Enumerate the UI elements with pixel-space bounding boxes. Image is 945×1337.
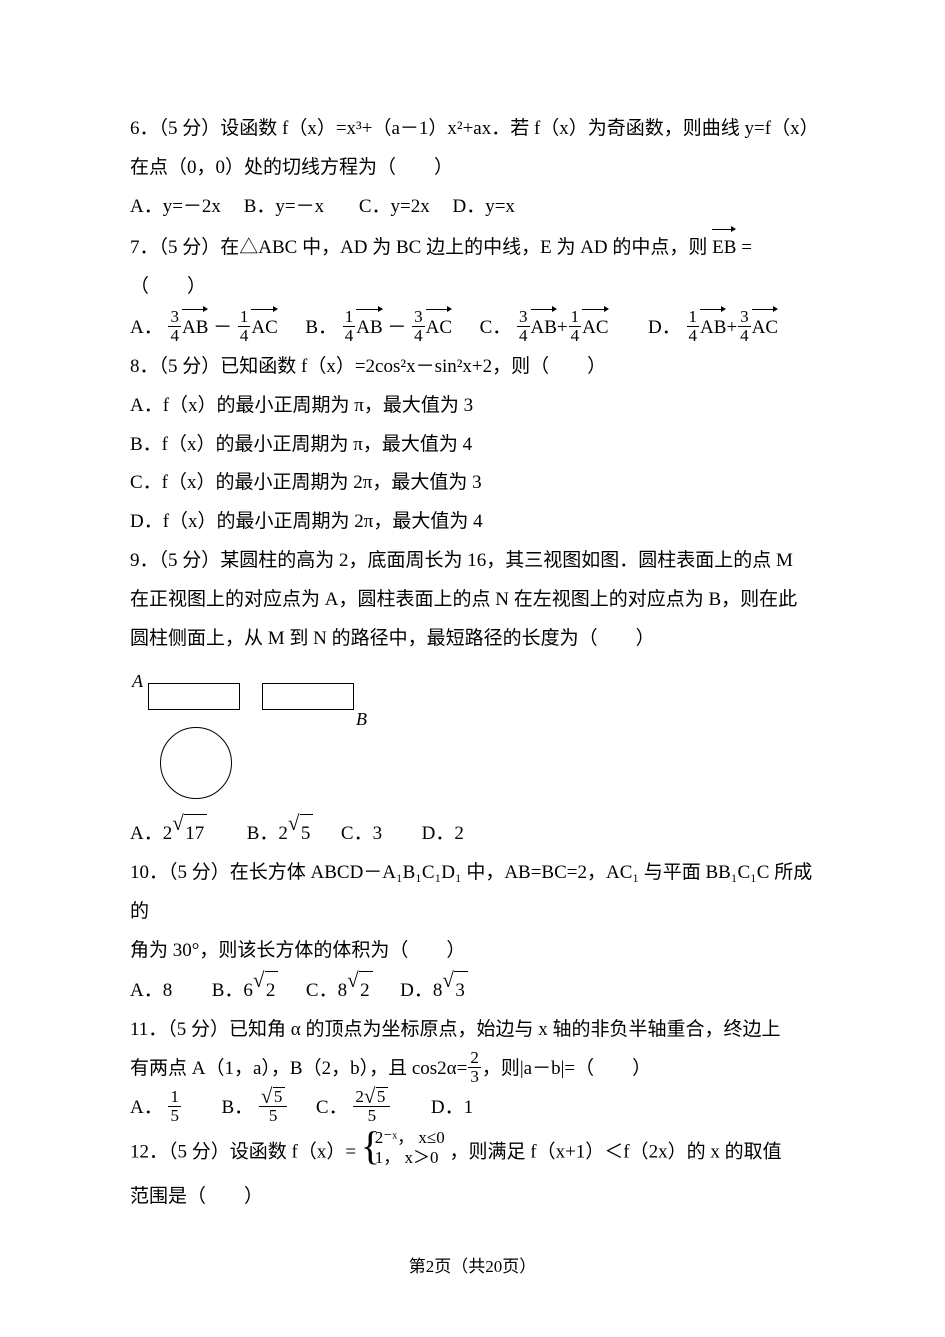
q10-line1: 10．（5 分）在长方体 ABCD－A₁B₁C₁D₁ 中，AB=BC=2，AC₁… [130, 854, 815, 932]
q12-brace-icon: { [361, 1126, 380, 1166]
q7-b-vec-ac: AC [426, 307, 452, 348]
q7-stem-a: 7．（5 分）在△ABC 中，AD 为 BC 边上的中线，E 为 AD 的中点，… [130, 237, 707, 258]
q11-opt-c-sqrt: 5 [364, 1087, 389, 1106]
q9-opt-a-sqrt: 17 [172, 814, 207, 854]
q11-opt-b-sqrt: 5 [261, 1087, 286, 1106]
q11-opt-a-label: A． [130, 1097, 163, 1118]
q8-stem: 8．（5 分）已知函数 f（x）=2cos²x－sin²x+2，则（ ） [130, 348, 815, 387]
q11-opt-b-label: B． [221, 1097, 253, 1118]
q9-line1: 9．（5 分）某圆柱的高为 2，底面周长为 16，其三视图如图．圆柱表面上的点 … [130, 542, 815, 581]
q11-line2: 有两点 A（1，a），B（2，b），且 cos2α=23，则|a－b|=（ ） [130, 1050, 815, 1089]
q8-opt-b: B．f（x）的最小正周期为 π，最大值为 4 [130, 426, 815, 465]
q10-line2: 角为 30°，则该长方体的体积为（ ） [130, 932, 815, 971]
q7-opt-a-label: A． [130, 317, 163, 338]
q12-piece-row1: 2⁻ˣ， x≤0 [375, 1128, 445, 1148]
q12-post: ，则满足 f（x+1）＜f（2x）的 x 的取值 [450, 1141, 782, 1162]
q7-options: A． 34AB － 14AC B． 14AB － 34AC C． 34AB+14… [130, 307, 815, 348]
q6-opt-b: B．y=－x [244, 196, 324, 217]
q7-d-frac1: 14 [687, 308, 700, 345]
q12-piecewise: { 2⁻ˣ， x≤0 1， x＞0 [361, 1128, 445, 1178]
q9-top-view-circle [160, 727, 232, 799]
q11-opt-d: D．1 [431, 1097, 473, 1118]
q11-line2a: 有两点 A（1，a），B（2，b），且 cos2α= [130, 1058, 467, 1079]
q6-opt-a: A．y=－2x [130, 196, 221, 217]
q7-c-vec-ab: AB [531, 307, 557, 348]
q8-opt-a: A．f（x）的最小正周期为 π，最大值为 3 [130, 387, 815, 426]
q11-options: A． 15 B． 55 C． 255 D．1 [130, 1089, 815, 1128]
q7-c-plus: + [557, 317, 568, 338]
q10-opt-c-sqrt: 2 [347, 971, 373, 1011]
q10-opt-b-sqrt: 2 [253, 971, 279, 1011]
q7-d-frac2: 34 [738, 308, 751, 345]
q9-fig-label-a: A [132, 663, 143, 700]
q11-line1: 11．（5 分）已知角 α 的顶点为坐标原点，始边与 x 轴的非负半轴重合，终边… [130, 1011, 815, 1050]
q7-b-vec-ab: AB [356, 307, 382, 348]
q12-pre: 12．（5 分）设函数 f（x）= [130, 1141, 356, 1162]
q7-b-minus: － [387, 317, 406, 338]
q12-line1: 12．（5 分）设函数 f（x）= { 2⁻ˣ， x≤0 1， x＞0 ，则满足… [130, 1128, 815, 1178]
q11-cos2a-frac: 23 [468, 1049, 481, 1086]
q10-opt-a: A．8 [130, 980, 172, 1001]
q11-opt-c-label: C． [316, 1097, 348, 1118]
q9-options: A．217 B．25 C．3 D．2 [130, 814, 815, 854]
q10-opt-b-pre: B．6 [212, 980, 253, 1001]
q9-line3: 圆柱侧面上，从 M 到 N 的路径中，最短路径的长度为（ ） [130, 620, 815, 659]
q8-opt-d: D．f（x）的最小正周期为 2π，最大值为 4 [130, 503, 815, 542]
q11-line2b: ，则|a－b|=（ ） [482, 1058, 651, 1079]
q7-a-minus: － [213, 317, 232, 338]
q9-opt-c: C．3 [341, 823, 382, 844]
q9-opt-d: D．2 [422, 823, 464, 844]
q6-opt-c: C．y=2x [359, 196, 430, 217]
q11-opt-b-frac: 55 [259, 1087, 288, 1125]
q9-three-view-figure: A B [132, 665, 392, 810]
q9-opt-b-sqrt: 5 [288, 814, 314, 854]
q6-options: A．y=－2x B．y=－x C．y=2x D．y=x [130, 188, 815, 227]
q8-opt-c: C．f（x）的最小正周期为 2π，最大值为 3 [130, 464, 815, 503]
q10-opt-c-pre: C．8 [306, 980, 347, 1001]
q9-side-view-rect [262, 683, 354, 710]
q12-line2: 范围是（ ） [130, 1178, 815, 1217]
q10-opt-d-pre: D．8 [400, 980, 442, 1001]
q7-a-frac1: 34 [168, 308, 181, 345]
q10-opt-d-sqrt: 3 [442, 971, 468, 1011]
q6-opt-d: D．y=x [452, 196, 514, 217]
q6-line2: 在点（0，0）处的切线方程为（ ） [130, 149, 815, 188]
q11-opt-a-frac: 15 [168, 1088, 181, 1125]
q7-d-plus: + [726, 317, 737, 338]
page-footer: 第2页（共20页） [0, 1250, 945, 1285]
q10-options: A．8 B．62 C．82 D．83 [130, 971, 815, 1011]
q7-d-vec-ab: AB [700, 307, 726, 348]
q7-opt-b-label: B． [305, 317, 337, 338]
q9-front-view-rect [148, 683, 240, 710]
q7-a-frac2: 14 [238, 308, 251, 345]
exam-page: 6．（5 分）设函数 f（x）=x³+（a－1）x²+ax．若 f（x）为奇函数… [0, 0, 945, 1337]
q12-piece-row2: 1， x＞0 [375, 1148, 445, 1168]
q7-vec-eb: EB [712, 227, 736, 268]
q7-stem: 7．（5 分）在△ABC 中，AD 为 BC 边上的中线，E 为 AD 的中点，… [130, 227, 815, 307]
q7-opt-d-label: D． [648, 317, 681, 338]
q7-opt-c-label: C． [480, 317, 512, 338]
q7-d-vec-ac: AC [752, 307, 778, 348]
q7-c-frac2: 14 [569, 308, 582, 345]
q7-c-frac1: 34 [517, 308, 530, 345]
q7-b-frac2: 34 [412, 308, 425, 345]
q7-c-vec-ac: AC [582, 307, 608, 348]
q7-a-vec-ab: AB [182, 307, 208, 348]
q9-opt-b-pre: B．2 [247, 823, 288, 844]
q9-line2: 在正视图上的对应点为 A，圆柱表面上的点 N 在左视图上的对应点为 B，则在此 [130, 581, 815, 620]
q9-opt-a-pre: A．2 [130, 823, 172, 844]
q7-b-frac1: 14 [343, 308, 356, 345]
q6-line1: 6．（5 分）设函数 f（x）=x³+（a－1）x²+ax．若 f（x）为奇函数… [130, 110, 815, 149]
q9-fig-label-b: B [356, 701, 367, 738]
q7-a-vec-ac: AC [251, 307, 277, 348]
q11-opt-c-frac: 255 [353, 1087, 390, 1125]
